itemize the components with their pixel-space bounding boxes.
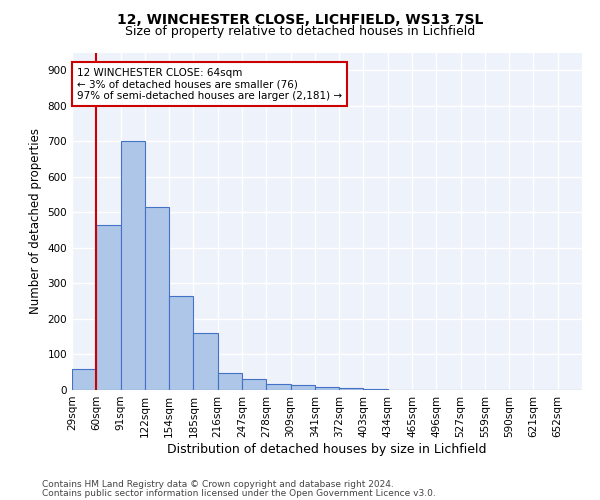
Bar	[290, 384, 315, 390]
Bar	[266, 384, 290, 390]
Text: Size of property relative to detached houses in Lichfield: Size of property relative to detached ho…	[125, 25, 475, 38]
Text: Contains HM Land Registry data © Crown copyright and database right 2024.: Contains HM Land Registry data © Crown c…	[42, 480, 394, 489]
Bar	[242, 380, 266, 390]
Bar	[72, 368, 96, 390]
Bar	[121, 142, 145, 390]
Bar	[193, 333, 218, 390]
Bar	[339, 388, 364, 390]
Text: Contains public sector information licensed under the Open Government Licence v3: Contains public sector information licen…	[42, 488, 436, 498]
Bar	[315, 387, 339, 390]
Bar	[145, 207, 169, 390]
Bar	[169, 296, 193, 390]
Text: 12 WINCHESTER CLOSE: 64sqm
← 3% of detached houses are smaller (76)
97% of semi-: 12 WINCHESTER CLOSE: 64sqm ← 3% of detac…	[77, 68, 342, 101]
Bar	[96, 225, 121, 390]
Bar	[218, 374, 242, 390]
X-axis label: Distribution of detached houses by size in Lichfield: Distribution of detached houses by size …	[167, 442, 487, 456]
Text: 12, WINCHESTER CLOSE, LICHFIELD, WS13 7SL: 12, WINCHESTER CLOSE, LICHFIELD, WS13 7S…	[117, 12, 483, 26]
Y-axis label: Number of detached properties: Number of detached properties	[29, 128, 42, 314]
